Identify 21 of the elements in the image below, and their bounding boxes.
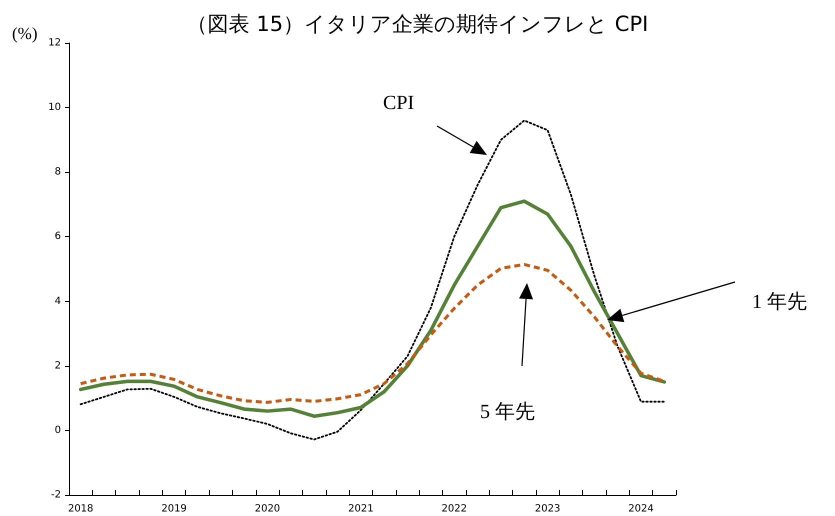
x-tick-label: 2018: [68, 504, 94, 514]
x-tick-label: 2024: [628, 504, 654, 514]
x-tick-label: 2022: [441, 504, 467, 514]
annotation: CPI: [383, 92, 414, 115]
y-axis-title: (%): [12, 24, 38, 44]
y-tick-label: 2: [54, 360, 61, 372]
y-tick-label: 12: [48, 38, 61, 48]
y-tick-label: 10: [48, 102, 61, 114]
x-tick-label: 2023: [534, 504, 560, 514]
y-tick-label: 6: [54, 231, 61, 242]
line-series: [80, 120, 666, 440]
text: 1 年先: [752, 290, 807, 315]
y-tick-label: 0: [54, 424, 61, 436]
y-tick-label: -2: [51, 490, 61, 500]
y-tick-label: 4: [54, 296, 61, 307]
x-tick-label: 2020: [254, 504, 280, 514]
annotation: 5 年先: [480, 400, 535, 425]
x-tick-label: 2019: [161, 504, 187, 514]
y-tick-label: 8: [54, 166, 61, 178]
x-tick-label: 2021: [348, 504, 374, 514]
chart-title: （図表 15）イタリア企業の期待インフレと CPI: [186, 12, 648, 36]
